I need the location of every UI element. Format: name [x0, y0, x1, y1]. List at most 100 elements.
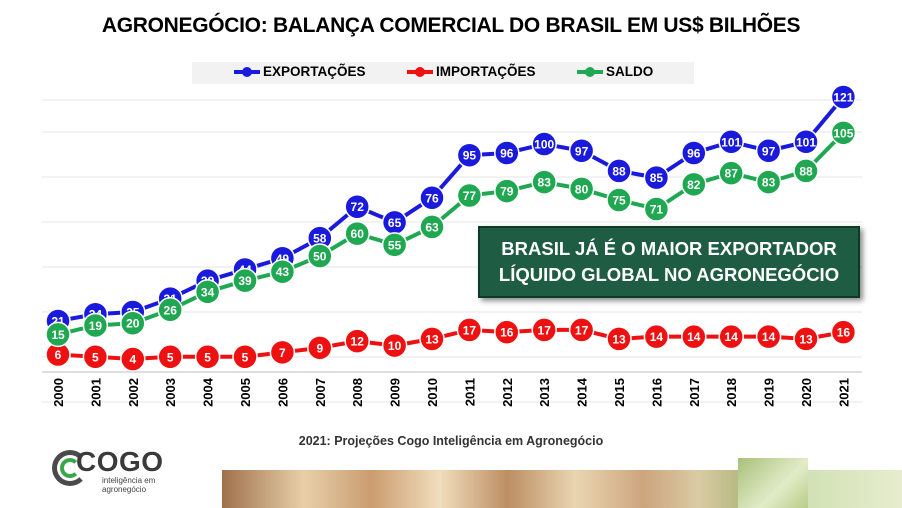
- data-label: 83: [538, 176, 552, 190]
- logo-tagline-1: inteligência em: [102, 476, 156, 485]
- x-tick-label: 2016: [649, 378, 664, 407]
- x-tick-label: 2004: [201, 377, 216, 407]
- data-point: [344, 220, 370, 247]
- data-point: [381, 232, 408, 258]
- data-point: [232, 267, 258, 294]
- data-label: 15: [51, 328, 65, 342]
- data-label: 9: [316, 341, 323, 355]
- data-label: 82: [687, 178, 701, 192]
- data-label: 75: [612, 194, 626, 208]
- x-tick-label: 2019: [762, 378, 777, 407]
- data-label: 97: [762, 144, 776, 158]
- series-line: [57, 131, 845, 337]
- data-label: 12: [351, 335, 365, 349]
- data-label: 96: [500, 146, 514, 160]
- crop-photo: [738, 458, 808, 508]
- data-point: [45, 321, 71, 348]
- data-label: 34: [201, 285, 215, 299]
- data-label: 17: [463, 323, 477, 337]
- data-label: 77: [463, 189, 477, 203]
- data-point: [381, 332, 408, 359]
- data-point: [568, 317, 595, 343]
- data-point: [606, 187, 632, 213]
- cogo-logo: COGO inteligência em agronegócio: [52, 446, 172, 500]
- x-tick-label: 2015: [612, 378, 627, 407]
- data-point: [681, 323, 707, 350]
- x-tick-label: 2005: [238, 378, 253, 407]
- data-label: 63: [425, 220, 439, 234]
- data-point: [793, 129, 819, 155]
- data-label: 101: [796, 135, 816, 149]
- data-label: 5: [242, 350, 249, 364]
- data-label: 88: [612, 164, 626, 178]
- x-tick-label: 2020: [799, 378, 814, 407]
- data-label: 13: [425, 332, 439, 346]
- data-point: [718, 129, 744, 155]
- data-label: 72: [351, 200, 365, 214]
- data-point: [307, 243, 333, 269]
- data-point: [681, 140, 707, 166]
- data-label: 50: [313, 250, 327, 264]
- data-label: 65: [388, 216, 402, 230]
- data-point: [194, 344, 221, 370]
- data-point: [456, 142, 483, 168]
- data-label: 14: [687, 330, 701, 344]
- data-point: [531, 169, 557, 195]
- legend-label-importacoes: IMPORTAÇÕES: [436, 64, 536, 79]
- data-point: [419, 214, 445, 240]
- series-importações: 6 5 4 5 5 5 7 9 12 10 13 17 16 17 17 13 14 14 14 14 13 16: [45, 317, 857, 372]
- data-label: 97: [575, 144, 589, 158]
- data-label: 71: [650, 202, 664, 216]
- data-point: [606, 326, 632, 352]
- data-point: [830, 120, 857, 146]
- data-point: [643, 196, 670, 222]
- data-point: [456, 182, 483, 209]
- data-point: [755, 169, 782, 195]
- logo-ring-icon: [52, 450, 88, 486]
- legend-marker-saldo: [577, 66, 603, 77]
- data-point: [531, 317, 557, 343]
- logo-tagline: inteligência em agronegócio: [102, 476, 155, 494]
- data-label: 16: [500, 326, 514, 340]
- data-point: [830, 319, 857, 345]
- legend: EXPORTAÇÕES IMPORTAÇÕES SALDO: [192, 62, 694, 84]
- legend-label-exportacoes: EXPORTAÇÕES: [263, 64, 366, 79]
- data-label: 121: [833, 91, 853, 105]
- data-point: [718, 160, 744, 186]
- data-label: 6: [55, 348, 62, 362]
- data-point: [157, 297, 183, 323]
- data-label: 13: [799, 332, 813, 346]
- series-saldo: 15 19 20 26 34 39 43 50 60 55 63 77 79 83 80 75 71 82 87 83…: [45, 120, 857, 348]
- data-label: 79: [500, 185, 514, 199]
- data-point: [643, 323, 670, 350]
- logo-inner-ring-icon: [60, 458, 80, 478]
- x-tick-label: 2011: [462, 378, 477, 406]
- data-point: [568, 176, 595, 202]
- data-point: [82, 312, 109, 339]
- series-line: [57, 95, 845, 323]
- data-point: [120, 346, 146, 372]
- callout-box: BRASIL JÁ É O MAIOR EXPORTADOR LÍQUIDO G…: [478, 226, 860, 298]
- x-tick-label: 2003: [163, 378, 178, 407]
- data-label: 14: [725, 330, 739, 344]
- data-point: [269, 339, 296, 366]
- x-tick-label: 2013: [537, 378, 552, 407]
- data-label: 43: [276, 265, 290, 279]
- data-label: 5: [204, 350, 211, 364]
- x-tick-label: 2007: [313, 378, 328, 407]
- data-point: [755, 138, 782, 164]
- data-label: 19: [89, 319, 103, 333]
- x-tick-label: 2018: [724, 378, 739, 407]
- series-line: [57, 327, 844, 362]
- data-label: 14: [650, 330, 664, 344]
- data-label: 100: [534, 138, 554, 152]
- legend-label-saldo: SALDO: [606, 64, 654, 79]
- data-point: [793, 158, 819, 184]
- data-label: 58: [313, 232, 327, 246]
- data-point: [157, 344, 183, 370]
- data-point: [82, 344, 109, 370]
- logo-name: COGO: [76, 446, 164, 477]
- data-label: 83: [762, 176, 776, 190]
- data-label: 95: [463, 149, 477, 163]
- data-point: [643, 164, 670, 191]
